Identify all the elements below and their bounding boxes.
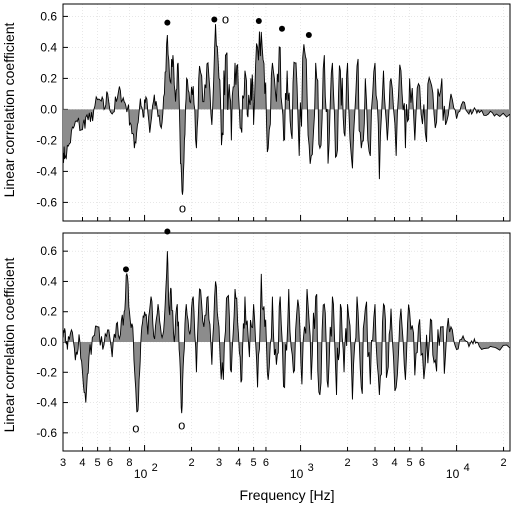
x-tick-label: 5 [95, 457, 101, 469]
y-tick-label: -0.2 [36, 365, 57, 379]
peak-marker-filled [164, 19, 171, 26]
panel-top: 0.6 0.4 0.2 0.0 -0.2 -0.4 -0.6 o o [36, 3, 511, 222]
peak-marker-open: o [178, 417, 185, 432]
x-tick-label: 6 [107, 457, 113, 469]
x-tick-label: 2 [500, 457, 506, 469]
x-tick-label: 3 [60, 457, 66, 469]
y-tick-label: 0.0 [40, 335, 57, 349]
y-tick-label: -0.2 [36, 133, 57, 147]
x-tick-label: 10 [290, 467, 304, 481]
y-tick-label: 0.2 [40, 71, 57, 85]
x-tick-label: 4 [391, 457, 397, 469]
y-tick-label: -0.4 [36, 164, 57, 178]
x-tick-label: 2 [188, 457, 194, 469]
y-tick-label: 0.4 [40, 40, 57, 54]
peak-marker-open: o [179, 201, 186, 216]
series-line [62, 251, 511, 414]
peak-marker-filled [255, 18, 262, 25]
peak-marker-open: o [132, 420, 139, 435]
y-tick-label: -0.6 [36, 195, 57, 209]
x-tick-label: 5 [251, 457, 257, 469]
peak-marker-filled [211, 16, 218, 23]
y-tick-label: 0.6 [40, 244, 57, 258]
x-tick-label: 4 [79, 457, 85, 469]
x-tick-label-exponent: 2 [152, 462, 158, 474]
x-tick-label: 3 [372, 457, 378, 469]
x-tick-label: 8 [126, 457, 132, 469]
series-line [62, 24, 511, 195]
y-tick-label: 0.6 [40, 9, 57, 23]
x-tick-label: 6 [419, 457, 425, 469]
panel-bottom: 0.6 0.4 0.2 0.0 -0.2 -0.4 -0.6 o o [36, 228, 511, 452]
y-tick-label: -0.6 [36, 426, 57, 440]
y-axis-title-top: Linear correlation coefficient [1, 22, 17, 197]
x-tick-label: 5 [407, 457, 413, 469]
x-tick-label: 4 [235, 457, 241, 469]
x-tick-label: 10 [134, 467, 148, 481]
peak-marker-filled [305, 32, 312, 38]
x-axis-title: Frequency [Hz] [240, 487, 335, 503]
x-axis: 3 4 5 6 810 2 2 3 4 5 610 3 2 3 4 5 610 4 2 [60, 215, 507, 481]
y-tick-label: 0.4 [40, 274, 57, 288]
y-tick-label: -0.4 [36, 396, 57, 410]
series-area [63, 251, 510, 414]
x-tick-label-exponent: 4 [464, 462, 470, 474]
peak-marker-filled [164, 228, 171, 235]
x-tick-label-exponent: 3 [308, 462, 314, 474]
peak-marker-open: o [222, 12, 229, 27]
y-tick-label: 0.2 [40, 305, 57, 319]
x-tick-label: 10 [446, 467, 460, 481]
peak-marker-filled [122, 266, 129, 273]
x-tick-label: 6 [263, 457, 269, 469]
peak-marker-filled [278, 25, 285, 32]
y-tick-label: 0.0 [40, 102, 57, 116]
series-area [63, 24, 510, 195]
y-axis-title-bottom: Linear correlation coefficient [1, 257, 17, 432]
x-tick-label: 2 [344, 457, 350, 469]
x-tick-label: 3 [216, 457, 222, 469]
